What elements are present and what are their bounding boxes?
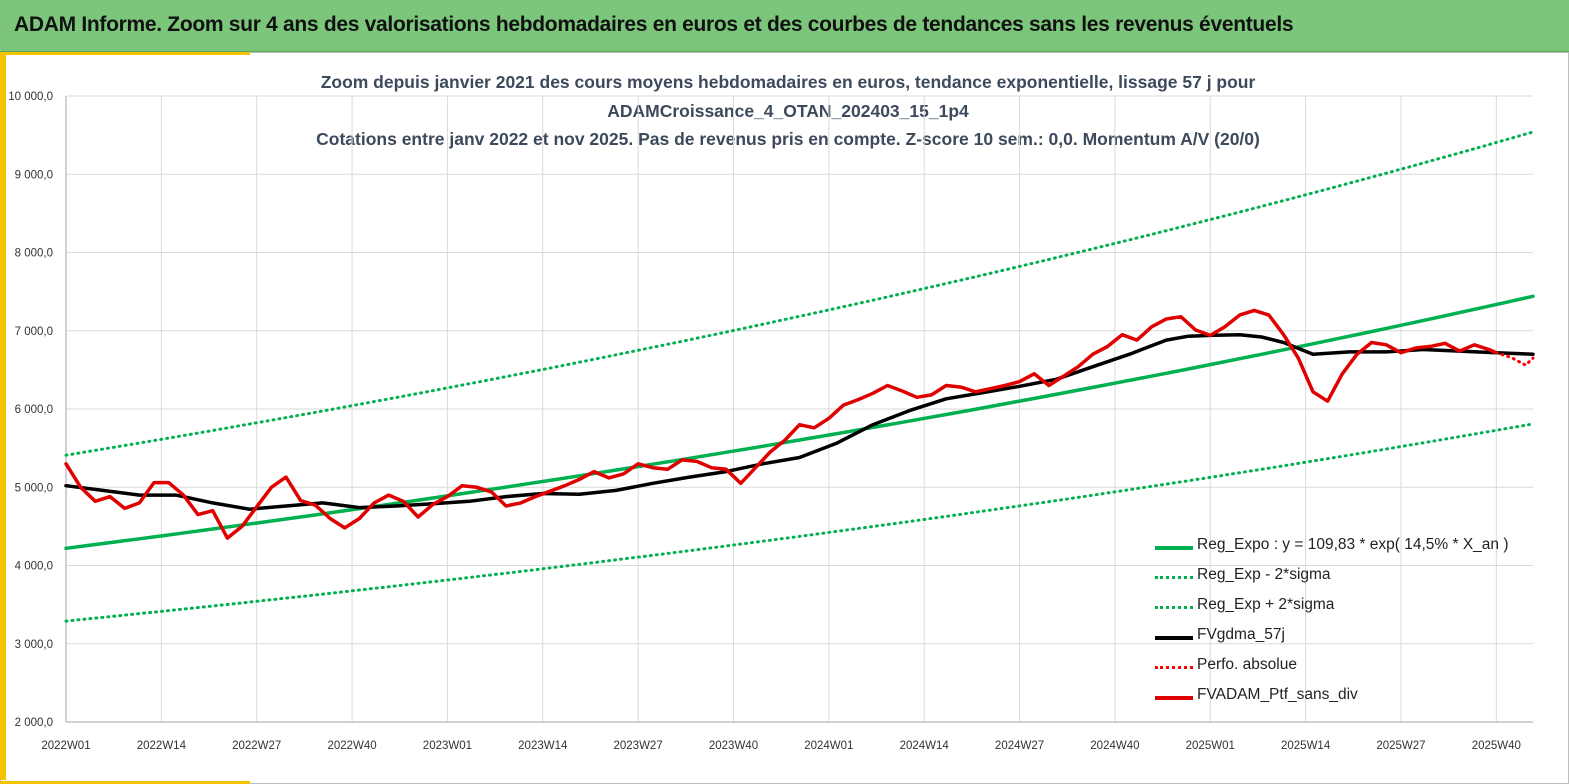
y-tick-label: 9 000,0	[15, 169, 53, 181]
x-tick-label: 2025W40	[1472, 740, 1521, 752]
legend-label-fvadam-ptf: FVADAM_Ptf_sans_div	[1197, 686, 1358, 703]
legend-swatch-reg-exp-minus	[1155, 576, 1193, 579]
x-tick-label: 2024W40	[1090, 740, 1139, 752]
x-tick-label: 2023W40	[709, 740, 758, 752]
series-fvadam-ptf-line	[64, 308, 1499, 540]
chart-title: Zoom depuis janvier 2021 des cours moyen…	[200, 68, 1376, 154]
legend-item-fvgdma: FVgdma_57j	[1155, 623, 1555, 653]
x-tick-label: 2025W27	[1376, 740, 1425, 752]
legend-label-perfo-absolue: Perfo. absolue	[1197, 656, 1297, 673]
chart-title-line-2: ADAMCroissance_4_OTAN_202403_15_1p4	[607, 100, 969, 121]
y-tick-label: 6 000,0	[15, 404, 53, 416]
legend-swatch-fvadam-ptf	[1155, 696, 1193, 700]
series-lines	[64, 130, 1535, 623]
legend-item-perfo-absolue: Perfo. absolue	[1155, 653, 1555, 683]
y-tick-label: 2 000,0	[15, 717, 53, 729]
legend-item-reg-expo: Reg_Expo : y = 109,83 * exp( 14,5% * X_a…	[1155, 533, 1555, 563]
y-tick-label: 5 000,0	[15, 482, 53, 494]
legend-item-reg-exp-minus: Reg_Exp - 2*sigma	[1155, 563, 1555, 593]
legend-item-reg-exp-plus: Reg_Exp + 2*sigma	[1155, 593, 1555, 623]
y-tick-label: 8 000,0	[15, 248, 53, 260]
legend-swatch-perfo-absolue	[1155, 666, 1193, 669]
header-title: ADAM Informe. Zoom sur 4 ans des valoris…	[14, 13, 1294, 36]
legend-swatch-fvgdma	[1155, 636, 1193, 640]
grid-lines	[65, 95, 1533, 722]
x-tick-label: 2023W27	[614, 740, 663, 752]
x-tick-label: 2023W01	[423, 740, 472, 752]
legend-item-fvadam-ptf: FVADAM_Ptf_sans_div	[1155, 683, 1555, 713]
accent-bar-bottom	[0, 781, 250, 784]
x-tick-label: 2023W14	[518, 740, 568, 752]
accent-bar-top	[0, 52, 250, 55]
x-tick-label: 2022W40	[327, 740, 376, 752]
x-tick-label: 2022W27	[232, 740, 281, 752]
x-tick-label: 2022W01	[41, 740, 90, 752]
y-tick-label: 10 000,0	[8, 91, 53, 103]
series-perfo-absolue-line	[1494, 351, 1535, 367]
legend-label-reg-exp-plus: Reg_Exp + 2*sigma	[1197, 596, 1335, 613]
y-tick-label: 4 000,0	[15, 561, 53, 573]
x-tick-label: 2025W01	[1186, 740, 1235, 752]
legend-label-fvgdma: FVgdma_57j	[1197, 626, 1285, 643]
series-reg-expo-line	[64, 294, 1535, 551]
y-tick-label: 3 000,0	[15, 639, 53, 651]
header-banner: ADAM Informe. Zoom sur 4 ans des valoris…	[0, 0, 1569, 52]
legend-label-reg-expo: Reg_Expo : y = 109,83 * exp( 14,5% * X_a…	[1197, 536, 1509, 553]
axes: 2 000,0 3 000,0 4 000,0 5 000,0 6 000,0 7 000…	[8, 91, 1533, 752]
x-tick-label: 2024W27	[995, 740, 1044, 752]
y-tick-label: 7 000,0	[15, 326, 53, 338]
chart-title-line-1: Zoom depuis janvier 2021 des cours moyen…	[320, 72, 1256, 92]
accent-bar-left	[0, 52, 6, 780]
legend-swatch-reg-exp-plus	[1155, 606, 1193, 609]
x-tick-label: 2025W14	[1281, 740, 1331, 752]
x-tick-label: 2022W14	[137, 740, 187, 752]
x-tick-label: 2024W01	[804, 740, 853, 752]
series-fvgdma-line	[64, 332, 1535, 511]
legend-swatch-reg-expo	[1155, 546, 1193, 550]
chart-legend: Reg_Expo : y = 109,83 * exp( 14,5% * X_a…	[1155, 533, 1555, 713]
legend-label-reg-exp-minus: Reg_Exp - 2*sigma	[1197, 566, 1331, 583]
x-tick-label: 2024W14	[900, 740, 950, 752]
series-reg-exp-plus-line	[64, 130, 1535, 457]
series-reg-exp-minus-line	[64, 422, 1535, 623]
chart-title-line-3: Cotations entre janv 2022 et nov 2025. P…	[316, 129, 1260, 149]
